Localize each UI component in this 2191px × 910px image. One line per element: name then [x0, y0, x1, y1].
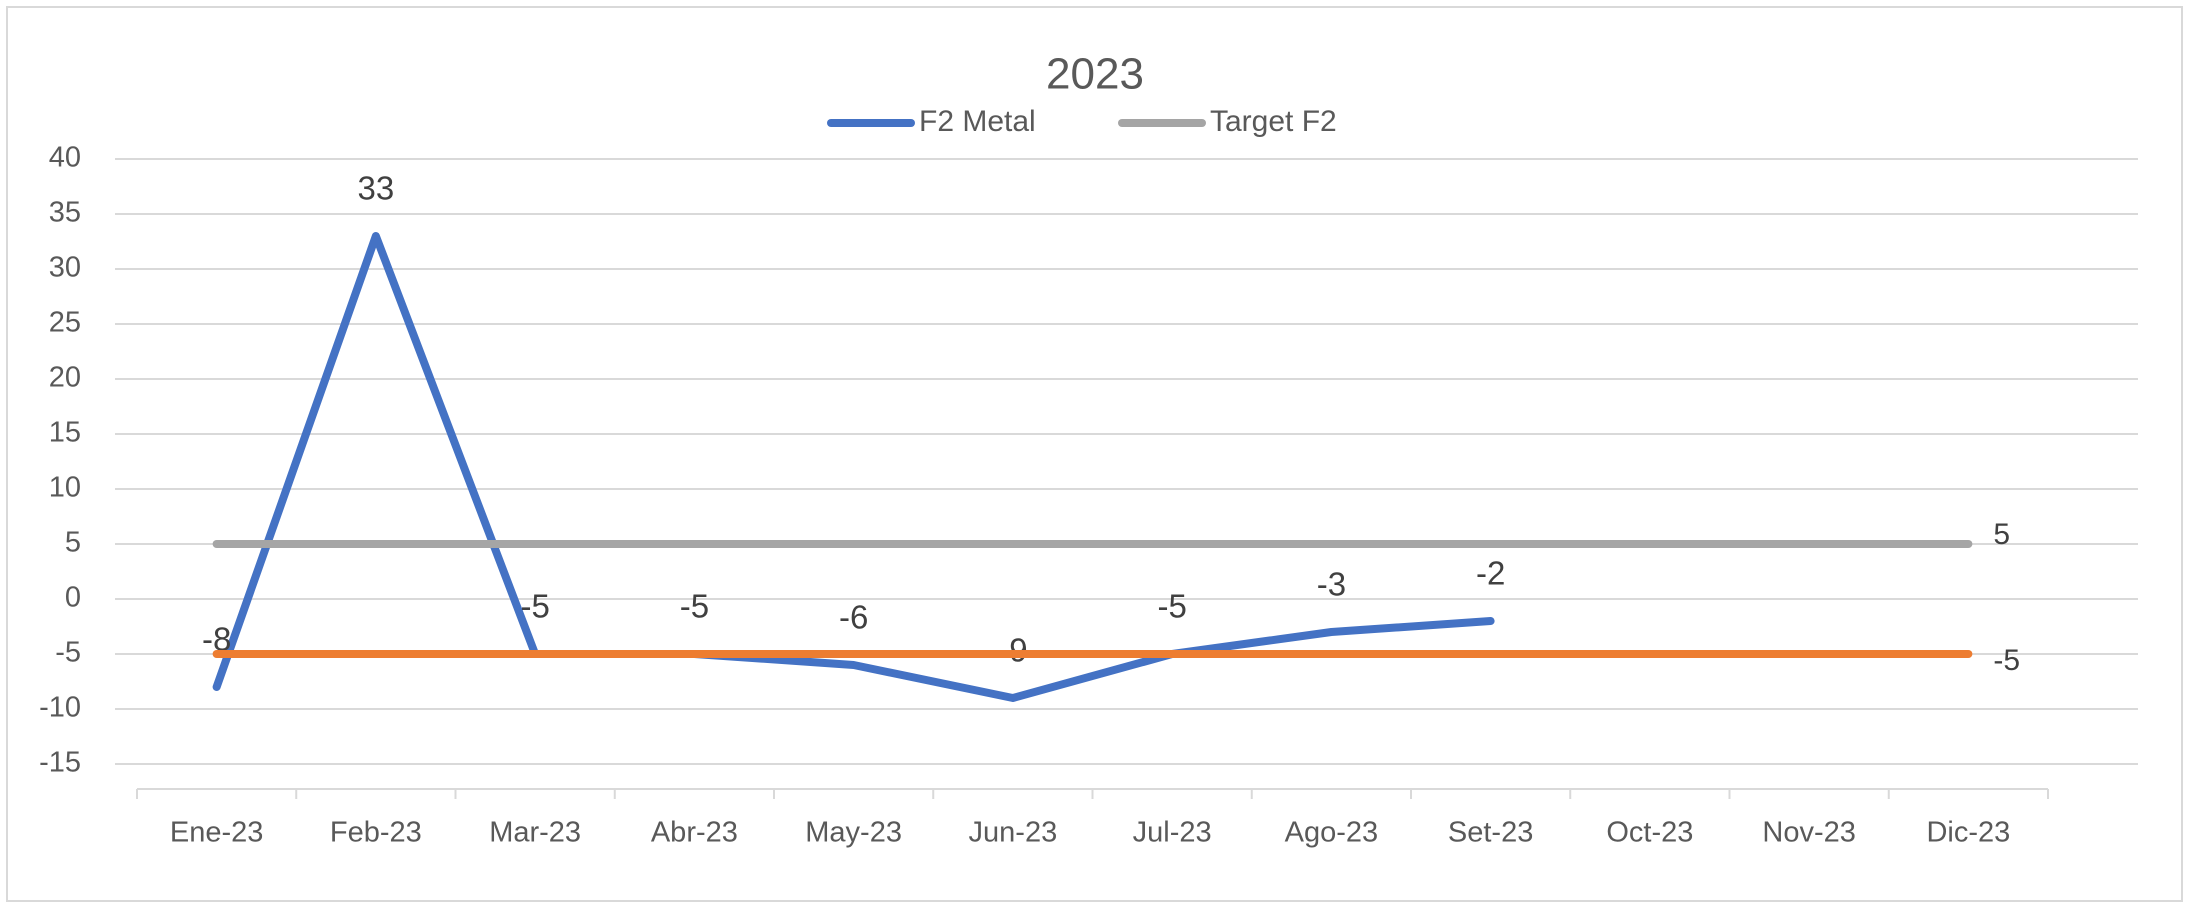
x-tick-label: Jun-23	[969, 817, 1058, 849]
data-label: -5	[680, 588, 709, 625]
data-label: -5	[520, 588, 549, 625]
y-tick-label: -15	[39, 747, 81, 779]
y-tick-label: 5	[65, 527, 81, 559]
x-tick-label: Ene-23	[170, 817, 264, 849]
y-tick-label: 40	[49, 142, 81, 174]
x-tick-label: Ago-23	[1285, 817, 1379, 849]
legend-label: Target F2	[1210, 105, 1337, 138]
x-tick-label: Abr-23	[651, 817, 738, 849]
data-label: -5	[1993, 644, 2020, 677]
y-tick-label: 30	[49, 252, 81, 284]
y-tick-label: 15	[49, 417, 81, 449]
series-line	[212, 232, 1495, 702]
x-tick-label: May-23	[805, 817, 902, 849]
y-tick-label: -10	[39, 692, 81, 724]
data-label: 5	[1993, 518, 2010, 551]
x-tick-label: Mar-23	[489, 817, 581, 849]
data-label: -6	[839, 599, 868, 636]
chart-title: 2023	[1046, 50, 1144, 99]
data-label: -2	[1476, 555, 1505, 592]
chart-border	[6, 6, 2183, 902]
x-tick-label: Oct-23	[1606, 817, 1693, 849]
y-tick-label: -5	[55, 637, 81, 669]
y-tick-label: 35	[49, 197, 81, 229]
y-tick-label: 20	[49, 362, 81, 394]
x-tick-label: Feb-23	[330, 817, 422, 849]
y-tick-label: 25	[49, 307, 81, 339]
x-tick-label: Nov-23	[1762, 817, 1856, 849]
x-tick-label: Jul-23	[1133, 817, 1212, 849]
data-label: 33	[358, 170, 395, 207]
y-tick-label: 10	[49, 472, 81, 504]
x-tick-label: Set-23	[1448, 817, 1533, 849]
x-tick-label: Dic-23	[1926, 817, 2010, 849]
y-tick-label: 0	[65, 582, 81, 614]
legend-label: F2 Metal	[919, 105, 1036, 138]
data-label: -5	[1157, 588, 1186, 625]
data-label: -3	[1317, 566, 1346, 603]
